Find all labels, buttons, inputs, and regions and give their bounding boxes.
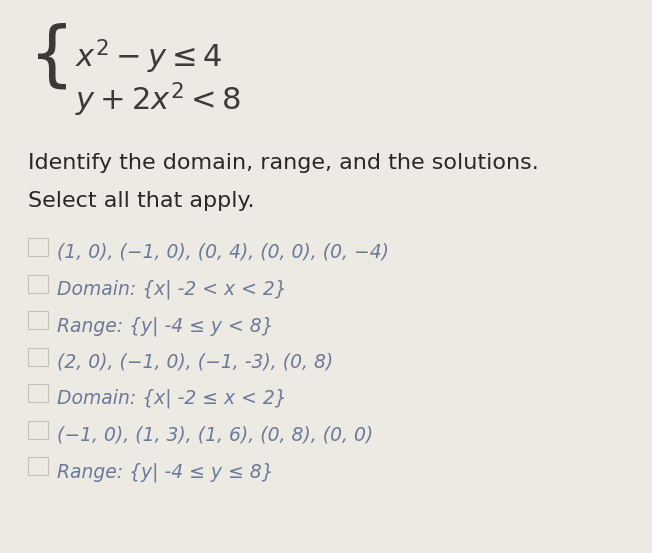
Text: $\{$: $\{$ bbox=[28, 20, 67, 91]
FancyBboxPatch shape bbox=[27, 384, 48, 402]
FancyBboxPatch shape bbox=[27, 238, 48, 256]
Text: (1, 0), (−1, 0), (0, 4), (0, 0), (0, −4): (1, 0), (−1, 0), (0, 4), (0, 0), (0, −4) bbox=[57, 243, 389, 262]
FancyBboxPatch shape bbox=[27, 275, 48, 293]
Text: Select all that apply.: Select all that apply. bbox=[28, 191, 254, 211]
Text: Domain: {x| -2 < x < 2}: Domain: {x| -2 < x < 2} bbox=[57, 279, 287, 299]
Text: Range: {y| -4 ≤ y < 8}: Range: {y| -4 ≤ y < 8} bbox=[57, 316, 273, 336]
Text: $y + 2x^2 < 8$: $y + 2x^2 < 8$ bbox=[75, 81, 241, 119]
Text: (2, 0), (−1, 0), (−1, -3), (0, 8): (2, 0), (−1, 0), (−1, -3), (0, 8) bbox=[57, 352, 333, 372]
FancyBboxPatch shape bbox=[27, 457, 48, 475]
FancyBboxPatch shape bbox=[27, 421, 48, 439]
Text: Domain: {x| -2 ≤ x < 2}: Domain: {x| -2 ≤ x < 2} bbox=[57, 389, 287, 409]
FancyBboxPatch shape bbox=[27, 311, 48, 329]
FancyBboxPatch shape bbox=[27, 348, 48, 366]
Text: Identify the domain, range, and the solutions.: Identify the domain, range, and the solu… bbox=[28, 153, 539, 173]
Text: Range: {y| -4 ≤ y ≤ 8}: Range: {y| -4 ≤ y ≤ 8} bbox=[57, 462, 273, 482]
Text: (−1, 0), (1, 3), (1, 6), (0, 8), (0, 0): (−1, 0), (1, 3), (1, 6), (0, 8), (0, 0) bbox=[57, 425, 373, 445]
Text: $x^2 - y \leq 4$: $x^2 - y \leq 4$ bbox=[75, 38, 222, 76]
